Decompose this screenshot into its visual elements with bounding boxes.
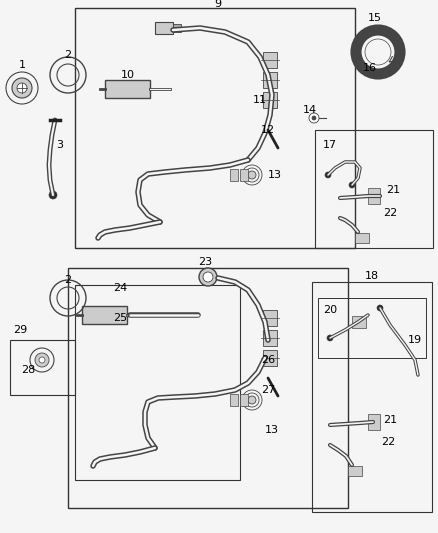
Bar <box>315 130 433 248</box>
Bar <box>318 298 426 358</box>
Text: 12: 12 <box>261 125 275 135</box>
Bar <box>240 169 248 181</box>
Text: 2: 2 <box>64 50 71 60</box>
Bar <box>173 24 181 32</box>
Bar <box>355 233 369 243</box>
Text: 18: 18 <box>365 271 379 281</box>
Bar <box>263 72 277 88</box>
Bar <box>368 414 380 430</box>
Circle shape <box>248 396 256 404</box>
Circle shape <box>248 171 256 179</box>
Bar <box>263 350 277 366</box>
Circle shape <box>49 191 57 199</box>
Bar <box>263 310 277 326</box>
Text: 14: 14 <box>303 105 317 115</box>
Circle shape <box>35 353 49 367</box>
Text: 13: 13 <box>268 170 282 180</box>
Text: 17: 17 <box>323 140 337 150</box>
Text: 20: 20 <box>323 305 337 315</box>
Circle shape <box>199 268 217 286</box>
Text: 16: 16 <box>363 63 377 73</box>
Text: 15: 15 <box>368 13 382 23</box>
Bar <box>155 22 173 34</box>
Bar <box>10 340 75 395</box>
Circle shape <box>365 39 391 65</box>
Text: 27: 27 <box>261 385 275 395</box>
Text: 21: 21 <box>383 415 397 425</box>
Text: 21: 21 <box>386 185 400 195</box>
Text: 22: 22 <box>381 437 395 447</box>
Text: 19: 19 <box>408 335 422 345</box>
Text: 26: 26 <box>261 355 275 365</box>
Bar <box>240 394 248 406</box>
Text: 2: 2 <box>64 275 71 285</box>
Bar <box>75 8 355 248</box>
Bar <box>352 316 366 328</box>
Bar <box>312 282 432 512</box>
Text: 1: 1 <box>18 60 25 70</box>
Text: 29: 29 <box>13 325 27 335</box>
Text: 11: 11 <box>253 95 267 105</box>
Bar <box>230 169 238 181</box>
Text: 24: 24 <box>113 283 127 293</box>
Bar <box>68 268 348 508</box>
Text: 22: 22 <box>383 208 397 218</box>
Text: 23: 23 <box>198 257 212 267</box>
Circle shape <box>377 305 383 311</box>
Bar <box>368 188 380 204</box>
Bar <box>105 80 150 98</box>
Text: 10: 10 <box>121 70 135 80</box>
Text: 13: 13 <box>265 425 279 435</box>
Circle shape <box>312 116 316 120</box>
Text: 25: 25 <box>113 313 127 323</box>
Text: 9: 9 <box>215 0 222 9</box>
Bar <box>263 92 277 108</box>
Circle shape <box>12 78 32 98</box>
Circle shape <box>39 357 45 363</box>
Bar <box>75 285 240 480</box>
Circle shape <box>349 182 355 188</box>
Bar <box>348 466 362 476</box>
Circle shape <box>17 83 27 93</box>
Text: 28: 28 <box>21 365 35 375</box>
Circle shape <box>325 172 331 178</box>
Circle shape <box>309 113 319 123</box>
Circle shape <box>327 335 333 341</box>
Bar <box>230 394 238 406</box>
Bar <box>82 306 127 324</box>
Bar <box>263 52 277 68</box>
Text: 3: 3 <box>57 140 64 150</box>
Circle shape <box>203 272 213 282</box>
Bar <box>263 330 277 346</box>
